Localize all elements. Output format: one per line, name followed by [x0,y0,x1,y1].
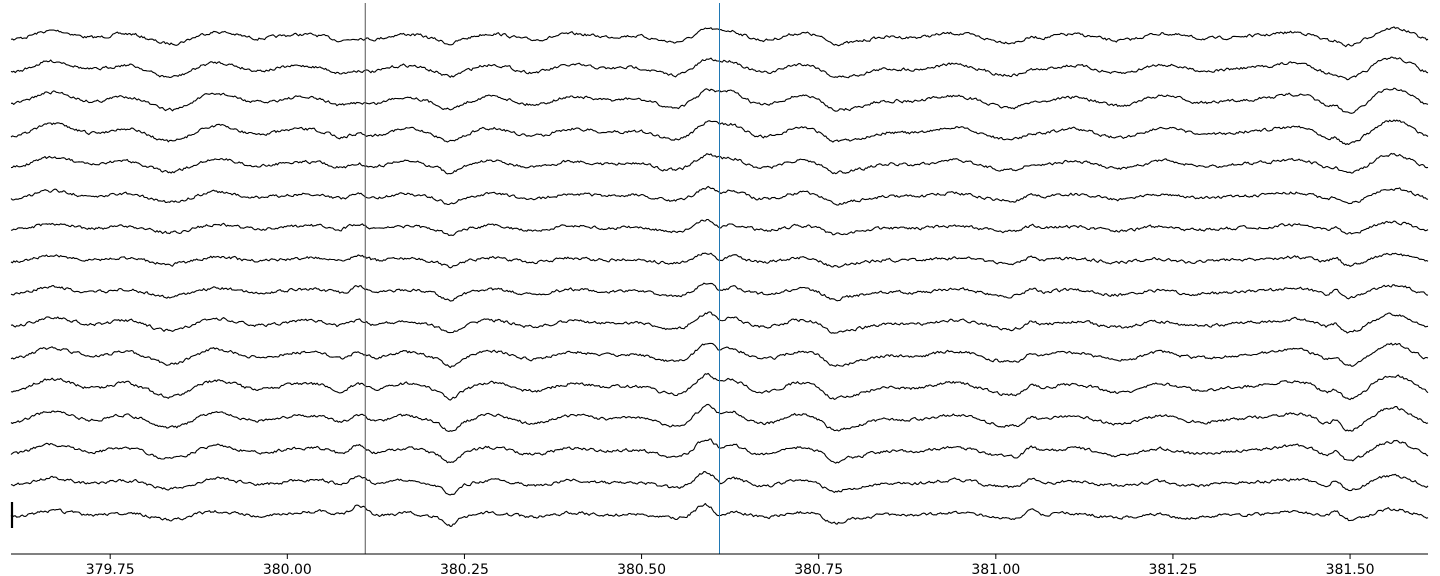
x-tick-label: 381.00 [971,562,1020,576]
x-tick-label: 380.25 [440,562,489,576]
x-tick-label: 381.50 [1326,562,1375,576]
markers-layer [364,3,720,554]
x-tick-label: 380.00 [263,562,312,576]
x-tick-label: 379.75 [86,562,135,576]
x-tick-label: 380.75 [794,562,843,576]
x-ticks: 379.75 380.00 380.25 380.50 380.75 381.00 381.… [86,554,1375,576]
x-tick-label: 381.25 [1148,562,1197,576]
x-tick-label: 380.50 [617,562,666,576]
